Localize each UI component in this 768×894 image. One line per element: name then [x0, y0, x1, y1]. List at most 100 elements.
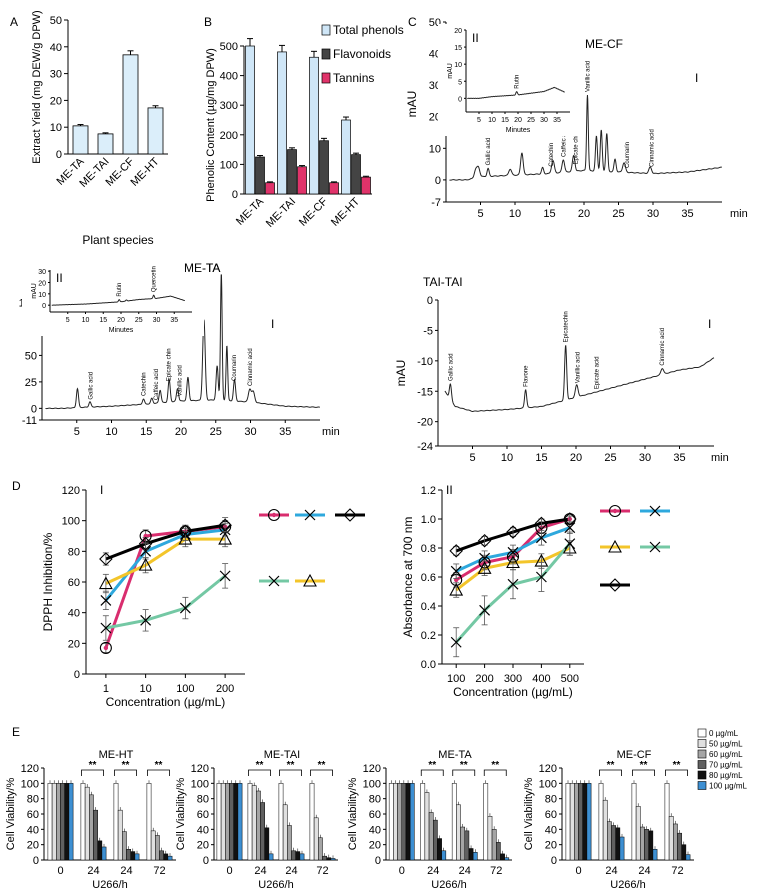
bar-Total phenols-ME-HT: [341, 119, 351, 195]
bar-80 µg/mL: [582, 783, 588, 861]
y-axis-label: Phenolic Content (µg/mg DPW): [205, 48, 217, 202]
x-tick-label: 5: [74, 426, 80, 438]
inset-trace: [467, 86, 565, 99]
bar-50 µg/mL: [487, 816, 493, 861]
significance-label: **: [491, 760, 499, 771]
legend-entry-ME-TA: [600, 504, 630, 518]
inset-y-tick-label: 10: [38, 292, 46, 299]
bar-70 µg/mL: [260, 802, 265, 861]
bar-0 µg/mL: [451, 783, 457, 861]
bar-100 µg/mL: [134, 853, 140, 861]
panel-e: E 0 20 40 60 80 100 120 Cell Viability/% ME-HT 0 24…: [5, 725, 748, 891]
y-tick-label: 0: [435, 175, 441, 187]
bar-50 µg/mL: [635, 806, 641, 861]
y-tick-label: 10: [50, 122, 62, 134]
x-tick-label: 25: [210, 426, 222, 438]
y-tick-label: 100: [62, 516, 80, 528]
bar-0 µg/mL: [664, 783, 670, 861]
subplot-title: ME-HT: [99, 749, 134, 761]
bar-70 µg/mL: [229, 783, 234, 861]
y-tick-label: 0.2: [421, 630, 436, 642]
y-tick-label: 100: [539, 778, 557, 790]
legend-swatch: [697, 739, 707, 748]
legend-swatch-Tannins: [321, 72, 331, 84]
peak-label: Cinnamic acid: [248, 348, 254, 386]
x-tick-label: 300: [504, 673, 522, 685]
y-tick-label: -20: [417, 417, 433, 429]
y-tick-label: 0.4: [421, 601, 436, 613]
bar-70 µg/mL: [677, 832, 682, 861]
inset-y-axis-label: mAU: [31, 283, 38, 299]
trace: [449, 95, 722, 181]
time-label: 24: [605, 865, 617, 877]
y-axis-label: Cell Viability/%: [523, 778, 535, 851]
marker-Standard-dia: [99, 552, 113, 566]
marker-ME-HT-x: [100, 622, 112, 634]
y-tick-label: 20: [50, 95, 62, 107]
y-tick-label: 20: [197, 840, 209, 852]
bar-Flavonoids-ME-HT: [351, 154, 361, 195]
y-tick-label: 30: [429, 80, 441, 92]
peak-label: Epicatechin: [564, 311, 570, 342]
bar-Total phenols-ME-TA: [245, 45, 255, 195]
peak-label: Flavone: [524, 365, 530, 387]
marker-Standard: [563, 512, 577, 526]
bar-50 µg/mL: [84, 786, 90, 861]
x-tick-label: 500: [561, 673, 579, 685]
bar-50 µg/mL: [569, 783, 575, 861]
bar-100 µg/mL: [504, 857, 510, 861]
y-tick-label: 60: [68, 577, 80, 589]
significance-bracket: [81, 769, 104, 776]
peak-label: Epicate chin: [166, 348, 172, 381]
marker-ME-CF-tri: [138, 557, 153, 571]
subplot-ME-HT: 0 20 40 60 80 100 120 Cell Viability/% ME-HT 0 24 2…: [5, 749, 176, 891]
bar-100 µg/mL: [472, 852, 478, 861]
marker-ME-TAI: [535, 532, 547, 544]
time-label: 24: [254, 865, 266, 877]
legend-entry-ME-TAI: [295, 509, 325, 521]
bar-100 µg/mL: [101, 846, 107, 861]
marker-ME-HT-x: [479, 604, 491, 616]
x-axis-label: U266/h: [258, 879, 293, 891]
significance-bracket: [310, 769, 333, 776]
y-tick-label: 25: [25, 377, 37, 389]
inset-y-tick-label: 15: [454, 45, 462, 52]
bar-50 µg/mL: [668, 816, 674, 861]
significance-bracket: [599, 769, 622, 776]
y-tick-label: 100: [191, 778, 209, 790]
marker-Standard: [138, 536, 153, 551]
y-tick-label: 40: [197, 824, 209, 836]
marker-ME-TAI-x: [140, 545, 152, 557]
bar-100 µg/mL: [619, 836, 625, 861]
inset-x-axis-label: Minutes: [506, 127, 531, 134]
significance-label: **: [318, 760, 326, 771]
category-label-ME-TA: ME-TA: [234, 195, 267, 228]
legend-marker-ME-CF-tri: [608, 539, 622, 553]
chart-title: TAI-TAI: [423, 275, 463, 289]
y-tick-label: 80: [27, 794, 39, 806]
peak-label: Vanillic acid: [575, 352, 581, 383]
legend-label-Tannins: Tannins: [333, 71, 374, 85]
bar-80 µg/mL: [437, 838, 442, 861]
bar-ME-TA: [72, 125, 89, 155]
bar-60 µg/mL: [122, 831, 127, 861]
bar-0 µg/mL: [216, 783, 222, 861]
legend-swatch: [697, 760, 707, 769]
marker-ME-HT: [179, 602, 191, 614]
x-tick-label: 15: [535, 452, 547, 464]
marker-ME-TAI: [564, 522, 576, 534]
time-label: 72: [153, 865, 165, 877]
series-line-ME-TA: [104, 525, 226, 649]
y-tick-label: 40: [68, 608, 80, 620]
y-tick-label: 300: [220, 100, 238, 112]
peak-label: Epicate chin: [574, 132, 580, 165]
y-tick-label: 400: [220, 71, 238, 83]
bar-ME-TAI: [97, 133, 114, 155]
y-tick-label: -24: [417, 441, 433, 453]
x-tick-label: 20: [578, 208, 590, 220]
legend-marker-ME-CF: [303, 573, 317, 587]
category-label-ME-HT: ME-HT: [329, 195, 362, 228]
time-label: 24: [459, 865, 471, 877]
x-axis-label: min: [730, 208, 748, 220]
